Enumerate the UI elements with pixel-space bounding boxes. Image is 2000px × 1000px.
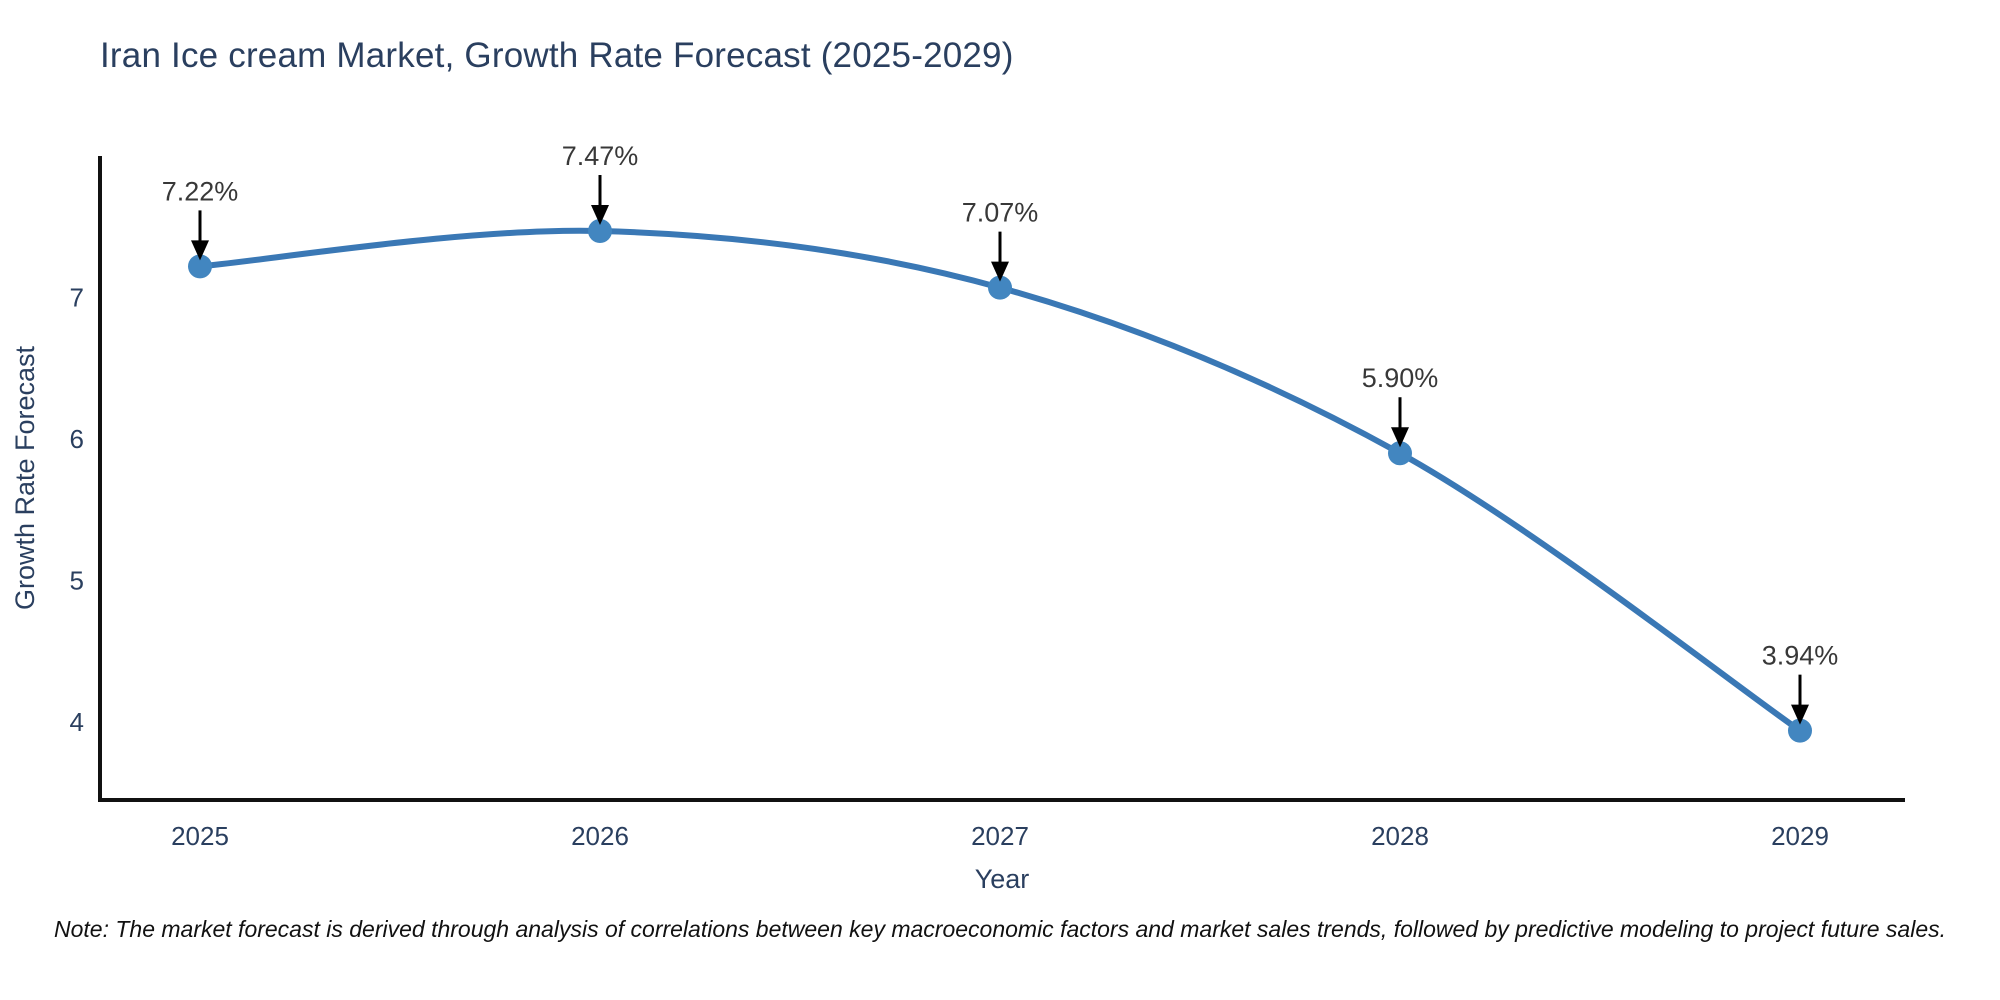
x-axis-tick-labels: 2025 2026 2027 2028 2029: [171, 821, 1829, 851]
x-tick-label: 2027: [971, 821, 1029, 851]
data-point-label: 5.90%: [1362, 363, 1439, 393]
annotation-arrowhead: [1391, 427, 1409, 448]
y-axis-title: Growth Rate Forecast: [10, 345, 40, 610]
annotation-arrowhead: [591, 205, 609, 226]
data-point-marker: [988, 275, 1012, 300]
x-tick-label: 2029: [1771, 821, 1829, 851]
x-axis-title: Year: [975, 864, 1030, 894]
annotation-arrowhead: [991, 261, 1009, 282]
x-tick-label: 2026: [571, 821, 629, 851]
chart-title: Iran Ice cream Market, Growth Rate Forec…: [100, 36, 1014, 75]
trend-series: [188, 219, 1812, 743]
data-point-label: 7.07%: [962, 198, 1039, 228]
trend-line: [197, 227, 1803, 734]
data-point-marker: [1388, 441, 1412, 466]
data-point-label: 3.94%: [1762, 641, 1839, 671]
x-tick-label: 2028: [1371, 821, 1429, 851]
data-point-marker: [1788, 718, 1812, 743]
y-axis-tick-labels: 4 5 6 7: [70, 283, 84, 738]
data-point-label: 7.22%: [162, 176, 239, 206]
data-point-marker: [188, 254, 212, 279]
data-point-label: 7.47%: [562, 141, 639, 171]
annotations: 7.22% 7.47% 7.07% 5.90% 3.94%: [162, 141, 1839, 725]
data-point-marker: [588, 219, 612, 244]
annotation-arrowhead: [191, 240, 209, 261]
annotation-arrowhead: [1791, 704, 1809, 725]
y-tick-label: 7: [70, 283, 84, 313]
y-tick-label: 4: [70, 707, 84, 737]
x-tick-label: 2025: [171, 821, 229, 851]
y-tick-label: 6: [70, 424, 84, 454]
footnote: Note: The market forecast is derived thr…: [53, 916, 1947, 942]
y-tick-label: 5: [70, 566, 84, 596]
